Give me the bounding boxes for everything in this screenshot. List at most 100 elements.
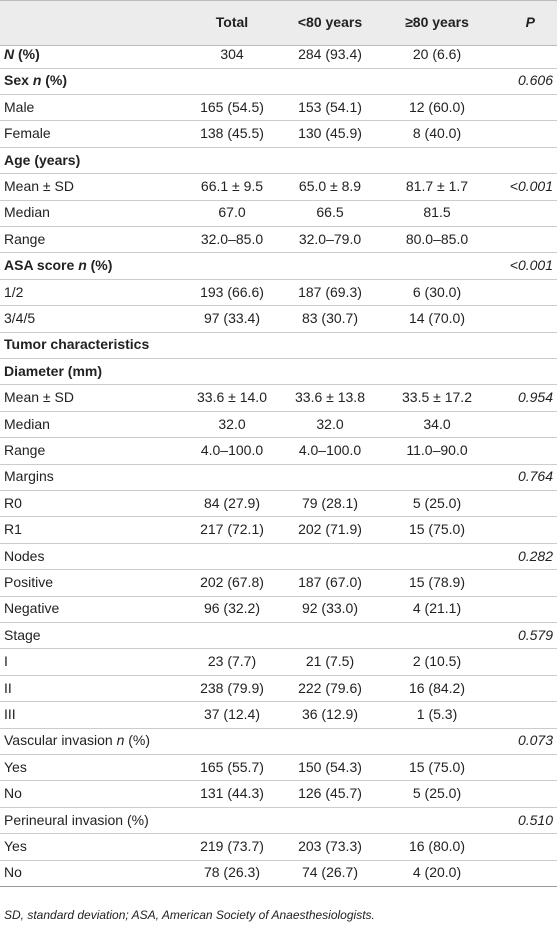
- cell: 238 (79.9): [200, 679, 264, 696]
- row-rule: [0, 806, 557, 808]
- row-label: Median: [4, 415, 50, 432]
- row-label: III: [4, 706, 16, 722]
- cell: 81.5: [423, 204, 451, 221]
- label-part: n: [32, 72, 42, 89]
- row-rule: [0, 595, 557, 597]
- label-part: Vascular invasion: [4, 732, 117, 749]
- cell: 33.5 ± 17.2: [402, 389, 472, 406]
- cell: 6 (30.0): [412, 283, 462, 300]
- cell: 96 (32.2): [203, 600, 261, 617]
- row-label: Perineural invasion (%): [4, 811, 149, 828]
- cell: 304: [220, 46, 244, 62]
- cell: 81.7 ± 1.7: [405, 178, 469, 194]
- label-part: (%): [14, 46, 40, 62]
- label-part: (%): [41, 72, 68, 89]
- label-part: N: [4, 46, 15, 62]
- cell: 79 (28.1): [301, 494, 359, 511]
- cell: 16 (84.2): [408, 679, 466, 696]
- row-label: R1: [4, 521, 22, 538]
- cell: 20 (6.6): [412, 46, 462, 62]
- row-rule: [0, 120, 557, 122]
- row-rule: [0, 278, 557, 280]
- row-rule: [0, 67, 557, 69]
- row-label: R0: [4, 494, 22, 511]
- cell: 33.6 ± 13.8: [295, 389, 365, 406]
- row-label: 1/2: [4, 283, 24, 300]
- cell: 36 (12.9): [301, 706, 359, 722]
- cell: 83 (30.7): [301, 310, 359, 326]
- row-label: II: [4, 679, 12, 696]
- row-label: Yes: [4, 838, 27, 854]
- p-value: <0.001: [509, 257, 553, 274]
- cell: 138 (45.5): [200, 125, 264, 142]
- cell: 84 (27.9): [203, 494, 261, 511]
- cell: 165 (55.7): [200, 758, 264, 775]
- cell: 23 (7.7): [207, 653, 257, 670]
- row-rule: [0, 384, 557, 386]
- cell: 16 (80.0): [408, 838, 466, 854]
- cell: 284 (93.4): [298, 46, 362, 62]
- row-rule: [0, 542, 557, 544]
- row-rule: [0, 780, 557, 782]
- column-header: P: [525, 14, 535, 30]
- cell: 5 (25.0): [412, 785, 462, 802]
- cell: 34.0: [423, 415, 451, 432]
- p-value: 0.510: [517, 811, 553, 828]
- label-part: (%): [124, 732, 151, 749]
- label-part: Sex: [4, 72, 33, 89]
- cell: 126 (45.7): [298, 785, 362, 802]
- cell: 202 (67.8): [200, 574, 264, 590]
- cell: 130 (45.9): [298, 125, 362, 142]
- row-label: Median: [4, 204, 50, 221]
- p-value: 0.579: [517, 626, 553, 643]
- cell: 1 (5.3): [416, 706, 458, 722]
- column-header: Total: [215, 14, 249, 30]
- cell: 4 (21.1): [412, 600, 462, 617]
- row-rule: [0, 753, 557, 755]
- cell: 219 (73.7): [200, 838, 264, 854]
- row-rule: [0, 727, 557, 729]
- row-rule: [0, 357, 557, 359]
- cell: 65.0 ± 8.9: [298, 178, 362, 194]
- cell: 4.0–100.0: [200, 442, 264, 458]
- row-rule: [0, 225, 557, 227]
- row-label: 3/4/5: [4, 310, 36, 326]
- row-label: Age (years): [4, 151, 81, 168]
- row-rule: [0, 648, 557, 650]
- cell: 33.6 ± 14.0: [197, 389, 267, 406]
- cell: 193 (66.6): [200, 283, 264, 300]
- cell: 78 (26.3): [203, 864, 261, 881]
- cell: 37 (12.4): [203, 706, 261, 722]
- row-rule: [0, 437, 557, 439]
- cell: 131 (44.3): [200, 785, 264, 802]
- cell: 15 (78.9): [408, 574, 466, 590]
- row-rule: [0, 859, 557, 861]
- cell: 21 (7.5): [305, 653, 355, 670]
- label-part: ASA score: [4, 257, 79, 274]
- row-rule: [0, 93, 557, 95]
- cell: 67.0: [218, 204, 246, 221]
- row-label: Negative: [4, 600, 60, 617]
- row-label: Range: [4, 442, 46, 458]
- cell: 12 (60.0): [408, 98, 466, 115]
- p-value: 0.073: [517, 732, 553, 749]
- cell: 165 (54.5): [200, 98, 264, 115]
- row-rule: [0, 621, 557, 623]
- row-label: Sex n (%): [4, 67, 67, 93]
- row-label: Yes: [4, 758, 27, 775]
- row-label: ASA score n (%): [4, 252, 112, 278]
- cell: 4.0–100.0: [298, 442, 362, 458]
- cell: 150 (54.3): [298, 758, 362, 775]
- cell: 32.0–79.0: [298, 230, 362, 247]
- cell: 97 (33.4): [203, 310, 261, 326]
- p-value: 0.764: [517, 468, 553, 485]
- cell: 66.1 ± 9.5: [200, 178, 264, 194]
- cell: 153 (54.1): [298, 98, 362, 115]
- row-rule: [0, 305, 557, 307]
- label-part: (%): [86, 257, 113, 274]
- row-rule: [0, 410, 557, 412]
- row-rule: [0, 199, 557, 201]
- row-rule: [0, 674, 557, 676]
- label-part: n: [78, 257, 87, 274]
